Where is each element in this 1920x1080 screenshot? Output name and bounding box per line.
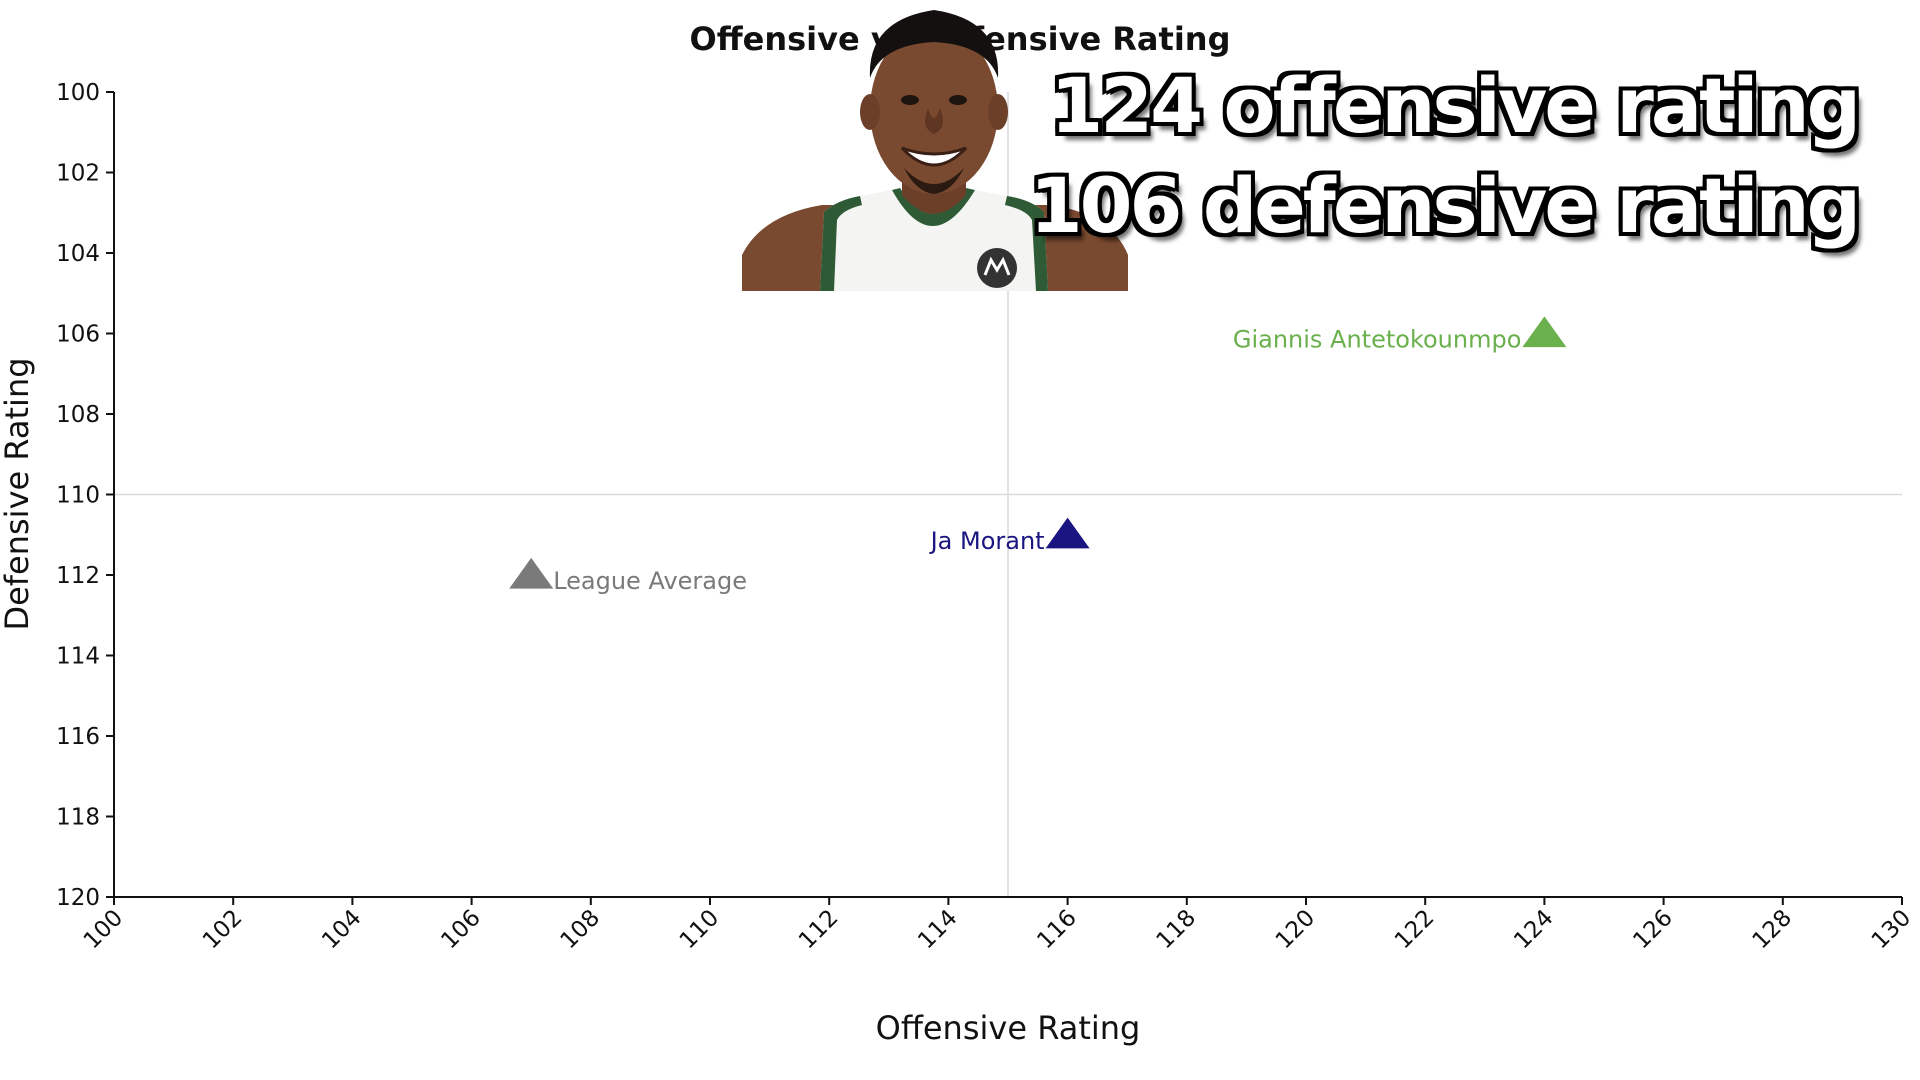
y-tick-label: 112 (56, 563, 100, 589)
x-tick-label: 126 (1628, 905, 1677, 954)
y-tick-label: 108 (56, 402, 100, 428)
player-eye-right (949, 95, 967, 105)
y-tick-label: 114 (56, 644, 100, 670)
overlay-offensive-rating: 124 offensive rating (1050, 61, 1861, 150)
player-smile (900, 146, 968, 167)
x-tick-label: 124 (1509, 905, 1558, 954)
x-tick-label: 100 (79, 905, 128, 954)
y-tick-label: 102 (56, 161, 100, 187)
y-tick-label: 118 (56, 805, 100, 831)
y-tick-label: 120 (56, 885, 100, 911)
player-nose (925, 108, 943, 134)
x-tick-label: 130 (1867, 905, 1916, 954)
y-axis-title: Defensive Rating (0, 357, 36, 630)
jersey-trim-left (820, 196, 862, 291)
point-marker-league-average (509, 557, 554, 589)
player-head (870, 26, 998, 194)
jersey-collar (892, 188, 975, 226)
x-tick-label: 120 (1271, 905, 1320, 954)
y-tick-label: 110 (56, 483, 100, 509)
player-photo (742, 0, 1128, 291)
player-ear-left (860, 94, 880, 130)
x-tick-label: 108 (556, 905, 605, 954)
x-axis-ticks: 100 102 104 106 108 110 112 114 116 118 120 122 124 1… (79, 897, 1916, 954)
x-tick-label: 104 (317, 905, 366, 954)
x-tick-label: 112 (794, 905, 843, 954)
jersey-trim-right (1005, 196, 1048, 291)
x-tick-label: 128 (1748, 905, 1797, 954)
player-ear-right (988, 94, 1008, 130)
point-marker-giannis-antetokounmpo (1522, 316, 1567, 348)
player-hair (869, 10, 999, 78)
x-tick-label: 106 (436, 905, 485, 954)
overlay-defensive-rating: 106 defensive rating (1029, 161, 1861, 250)
x-tick-label: 110 (675, 905, 724, 954)
player-beard (904, 168, 964, 194)
x-tick-label: 102 (198, 905, 247, 954)
jersey-logo-mark (983, 256, 1011, 276)
x-tick-label: 122 (1390, 905, 1439, 954)
point-label-league-average: League Average (553, 567, 747, 595)
y-tick-label: 106 (56, 322, 100, 348)
player-eye-left (901, 95, 919, 105)
x-axis-title: Offensive Rating (876, 1009, 1141, 1047)
point-label-ja-morant: Ja Morant (929, 527, 1045, 555)
y-tick-label: 116 (56, 724, 100, 750)
y-axis-ticks: 100 102 104 106 108 110 112 114 116 118 120 (56, 80, 114, 911)
y-tick-label: 100 (56, 80, 100, 106)
x-tick-label: 114 (913, 905, 962, 954)
x-tick-label: 118 (1152, 905, 1201, 954)
point-marker-ja-morant (1045, 517, 1090, 549)
point-label-giannis-antetokounmpo: Giannis Antetokounmpo (1233, 326, 1522, 354)
x-tick-label: 116 (1032, 905, 1081, 954)
y-tick-label: 104 (56, 241, 100, 267)
data-points: League Average Ja Morant Giannis Antetokou… (509, 316, 1567, 595)
